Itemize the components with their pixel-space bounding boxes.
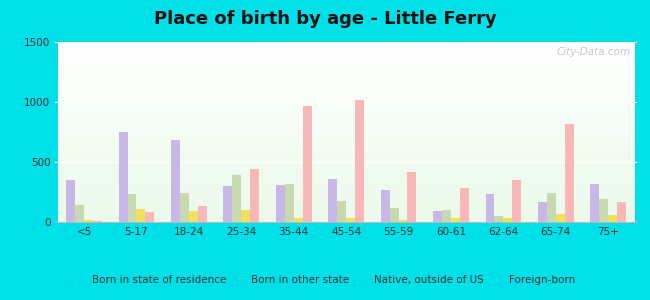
Bar xyxy=(346,218,355,222)
Bar xyxy=(198,206,207,222)
Text: Place of birth by age - Little Ferry: Place of birth by age - Little Ferry xyxy=(153,11,497,28)
Bar xyxy=(180,193,189,222)
Bar xyxy=(486,194,495,222)
Bar xyxy=(617,202,626,222)
Bar xyxy=(389,208,398,222)
Bar xyxy=(355,100,364,222)
Bar xyxy=(398,220,408,222)
Bar xyxy=(93,221,102,222)
Bar xyxy=(565,124,573,222)
Bar xyxy=(127,194,136,222)
Bar xyxy=(599,199,608,222)
Bar xyxy=(512,180,521,222)
Bar xyxy=(503,218,512,222)
Bar xyxy=(285,184,294,222)
Bar xyxy=(495,216,503,222)
Bar xyxy=(75,205,84,222)
Bar xyxy=(442,210,451,222)
Bar xyxy=(408,172,417,222)
Bar xyxy=(66,180,75,222)
Bar xyxy=(538,202,547,222)
Bar xyxy=(460,188,469,222)
Bar xyxy=(171,140,180,222)
Bar xyxy=(136,209,146,222)
Legend: Born in state of residence, Born in other state, Native, outside of US, Foreign-: Born in state of residence, Born in othe… xyxy=(71,271,579,289)
Bar xyxy=(451,218,460,222)
Bar xyxy=(119,132,127,222)
Bar xyxy=(241,210,250,222)
Text: City-Data.com: City-Data.com xyxy=(557,47,631,57)
Bar xyxy=(146,212,154,222)
Bar xyxy=(224,186,233,222)
Bar xyxy=(381,190,389,222)
Bar xyxy=(337,201,346,222)
Bar xyxy=(328,179,337,222)
Bar xyxy=(189,211,198,222)
Bar xyxy=(556,214,565,222)
Bar xyxy=(250,169,259,222)
Bar xyxy=(294,218,303,222)
Bar xyxy=(84,220,93,222)
Bar xyxy=(433,211,442,222)
Bar xyxy=(590,184,599,222)
Bar xyxy=(276,185,285,222)
Bar xyxy=(608,215,617,222)
Bar xyxy=(233,175,241,222)
Bar xyxy=(547,193,556,222)
Bar xyxy=(303,106,311,222)
